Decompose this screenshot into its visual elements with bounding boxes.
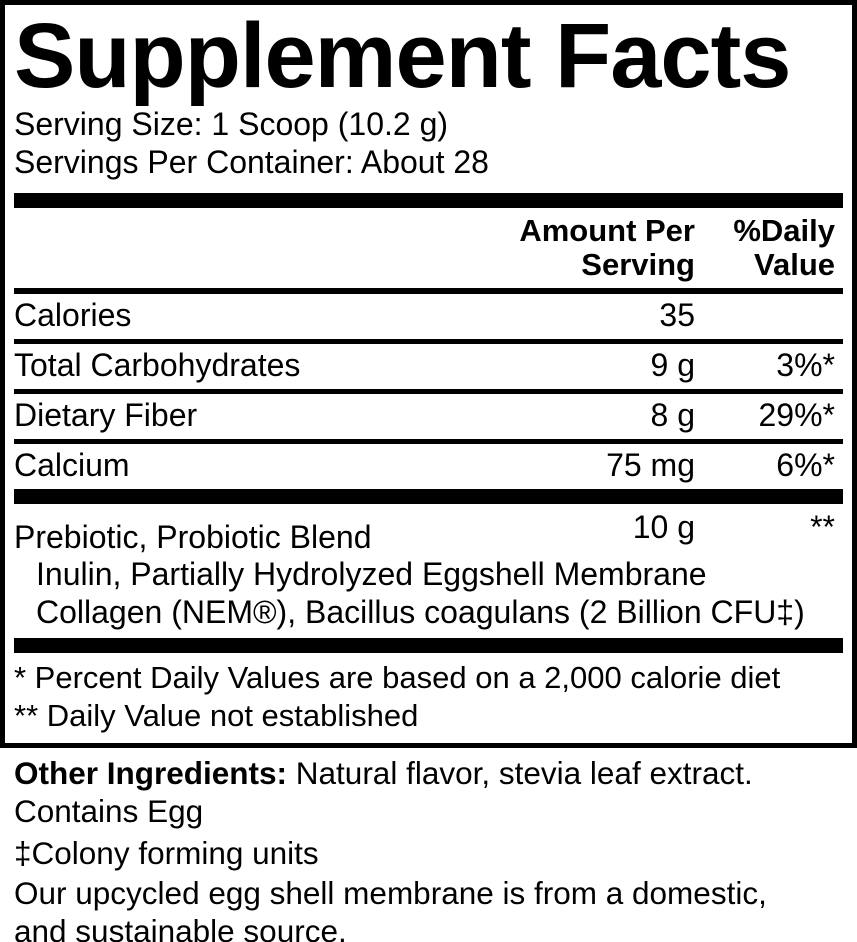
separator-bar-middle [14,489,843,504]
footnotes: * Percent Daily Values are based on a 2,… [14,653,843,743]
blend-row: Prebiotic, Probiotic Blend 10 g ** [14,504,843,555]
footnote-not-established: ** Daily Value not established [14,698,419,733]
nutrient-dv: 6%* [776,447,835,483]
row-rule [14,389,843,394]
blend-dv: ** [810,509,835,545]
nutrient-amount: 9 g [650,347,695,383]
other-ingredients: Other Ingredients: Natural flavor, stevi… [14,754,843,792]
blend-ingredients-line: Collagen (NEM®), Bacillus coagulans (2 B… [36,594,805,630]
row-rule [14,339,843,344]
nutrient-name: Total Carbohydrates [14,347,301,383]
additional-info: Other Ingredients: Natural flavor, stevi… [0,748,857,942]
nutrient-amount: 8 g [650,397,695,433]
nutrient-name: Dietary Fiber [14,397,198,433]
servings-per-container: Servings Per Container: About 28 [14,144,489,180]
nutrient-dv: 3%* [776,347,835,383]
separator-bar-top [14,193,843,208]
blend-ingredients: Inulin, Partially Hydrolyzed Eggshell Me… [14,555,843,638]
serving-size: Serving Size: 1 Scoop (10.2 g) [14,106,449,142]
nutrient-row-calories: Calories 35 [14,294,843,339]
separator-bar-bottom [14,638,843,653]
source-note: Our upcycled egg shell membrane is from … [14,874,843,942]
nutrient-amount: 35 [659,297,695,333]
contains-statement: Contains Egg [14,793,204,829]
header-rule [14,288,843,294]
header-amount-per-serving: Amount Per Serving [519,213,695,282]
panel-title: Supplement Facts [14,5,791,107]
nutrient-row-calcium: Calcium 75 mg 6%* [14,444,843,489]
serving-info: Serving Size: 1 Scoop (10.2 g) Servings … [14,105,843,181]
colony-forming-units-note: ‡Colony forming units [14,835,319,871]
blend-amount: 10 g [632,509,695,545]
other-ingredients-text: Natural flavor, stevia leaf extract. [287,755,753,791]
source-note-line: Our upcycled egg shell membrane is from … [14,875,767,911]
nutrient-dv: 29%* [758,397,836,433]
nutrient-name: Calories [14,297,132,333]
column-headers: Amount Per Serving %Daily Value [14,208,843,288]
nutrient-amount: 75 mg [606,447,695,483]
nutrient-name: Calcium [14,447,130,483]
row-rule [14,439,843,444]
nutrient-row-dietary-fiber: Dietary Fiber 8 g 29%* [14,394,843,439]
nutrient-row-total-carbohydrates: Total Carbohydrates 9 g 3%* [14,344,843,389]
header-daily-value: %Daily Value [733,213,835,282]
footnote-daily-values: * Percent Daily Values are based on a 2,… [14,660,781,695]
header-spacer [14,214,505,282]
source-note-line: and sustainable source. [14,913,347,942]
facts-panel: Supplement Facts Serving Size: 1 Scoop (… [0,0,857,748]
blend-name: Prebiotic, Probiotic Blend [14,519,372,555]
other-ingredients-label: Other Ingredients: [14,755,288,791]
blend-ingredients-line: Inulin, Partially Hydrolyzed Eggshell Me… [36,556,707,592]
